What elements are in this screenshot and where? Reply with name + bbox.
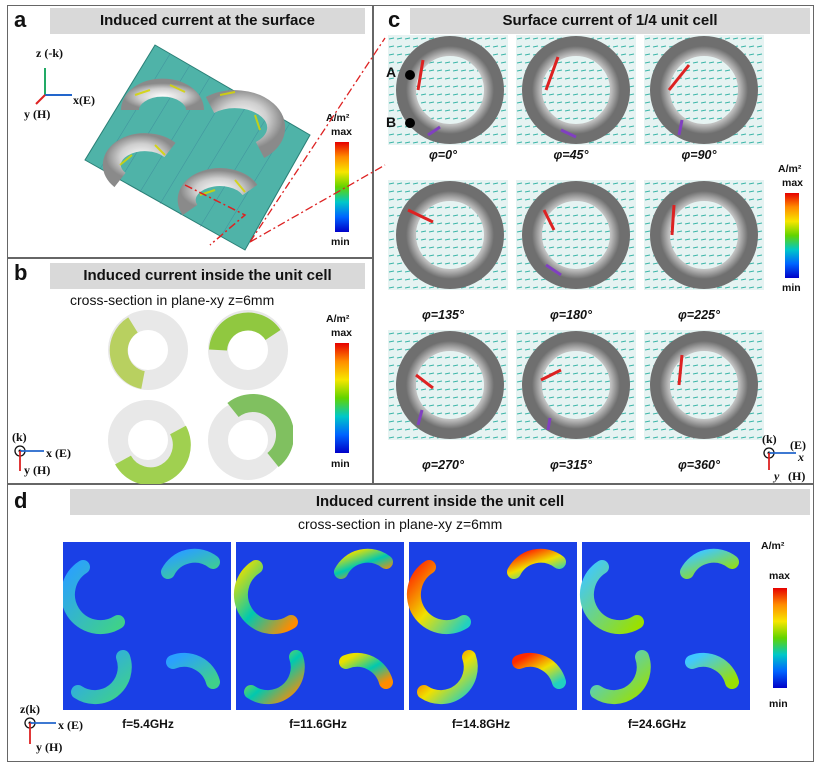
panel-a-cbar-min: min — [331, 236, 350, 248]
panel-a-title: Induced current at the surface — [50, 8, 365, 34]
panel-b-cbar-unit: A/m² — [326, 313, 350, 325]
freq-label-5-4ghz: f=5.4GHz — [122, 717, 174, 731]
panel-d-label: d — [14, 488, 28, 513]
panel-b-cbar-min: min — [331, 458, 350, 470]
ring-tile-phi-0 — [388, 35, 508, 145]
freq-label-14-8ghz: f=14.8GHz — [451, 717, 511, 731]
panel-b-axis-k: (k) — [12, 430, 27, 444]
ring-tile-phi-180 — [516, 180, 636, 290]
ring-tile-phi-90 — [644, 35, 764, 145]
ring-tile-phi-270 — [388, 330, 508, 440]
ring-tile-phi-45 — [516, 35, 636, 145]
current-vectors — [119, 84, 261, 196]
panel-b-colorbar — [335, 343, 349, 453]
phase-label-180: φ=180° — [550, 308, 592, 322]
panel-a-surface-figure — [84, 44, 311, 251]
ring-section-tr — [209, 312, 281, 352]
phase-label-45: φ=45° — [553, 148, 589, 162]
ring-tile-phi-135 — [388, 180, 508, 290]
field-map-11-6ghz — [233, 542, 404, 710]
panel-c-cbar-max: max — [782, 177, 804, 189]
panel-c-ring-grid — [388, 35, 764, 440]
panel-d-axis-z: z(k) — [20, 702, 40, 716]
panel-c-cbar-min: min — [782, 282, 801, 294]
panel-c-axis-k: (k) — [762, 432, 777, 446]
panel-a-cbar-unit: A/m² — [326, 112, 350, 124]
panel-c-axis-x: x — [798, 450, 804, 464]
panel-b-title: Induced current inside the unit cell — [50, 263, 365, 289]
phase-label-225: φ=225° — [678, 308, 720, 322]
panel-a-label: a — [14, 7, 27, 32]
panel-d-cbar-unit: A/m² — [761, 540, 785, 552]
panel-c-title: Surface current of 1/4 unit cell — [410, 8, 810, 34]
panel-a-axis-y: y (H) — [24, 107, 51, 121]
panel-d-title: Induced current inside the unit cell — [70, 489, 810, 515]
panel-b-axis-x: x (E) — [46, 446, 71, 460]
panel-a-axis-x: x(E) — [73, 93, 95, 107]
phase-label-315: φ=315° — [550, 458, 592, 472]
ring-section-tl — [109, 317, 146, 389]
panel-a-cbar-max: max — [331, 126, 353, 138]
phase-label-135: φ=135° — [422, 308, 464, 322]
freq-label-24-6ghz: f=24.6GHz — [627, 717, 687, 731]
field-map-14-8ghz — [406, 542, 577, 710]
panel-c-axis-e: (E) — [790, 438, 806, 452]
field-map-5-4ghz — [63, 542, 231, 710]
phase-label-270: φ=270° — [422, 458, 464, 472]
panel-b-axes-icon — [14, 445, 44, 471]
field-map-24-6ghz — [579, 542, 750, 710]
panel-b-cross-section-figure — [108, 310, 293, 485]
panel-d-cbar-max: max — [769, 570, 791, 582]
phase-label-0: φ=0° — [428, 148, 458, 162]
ring-tile-phi-315 — [516, 330, 636, 440]
point-b-label: B — [386, 114, 397, 130]
ring-section-br — [227, 394, 293, 468]
panel-b-axis-y: y (H) — [24, 463, 51, 477]
panel-c-zoom-lines — [250, 37, 386, 243]
panel-a-colorbar — [335, 142, 349, 232]
panel-b-label: b — [14, 260, 28, 285]
phase-label-90: φ=90° — [681, 148, 717, 162]
panel-b-cbar-max: max — [331, 327, 353, 339]
ring-tile-phi-225 — [644, 180, 764, 290]
panel-c-label: c — [388, 7, 401, 32]
panel-d-cbar-min: min — [769, 698, 788, 710]
panel-c-axis-h: (H) — [788, 469, 806, 483]
freq-label-11-6ghz: f=11.6GHz — [289, 717, 347, 731]
panel-d-axis-x: x (E) — [58, 718, 83, 732]
panel-c-colorbar — [785, 193, 799, 278]
ring-section-bl — [115, 425, 191, 485]
panel-d-subtitle: cross-section in plane-xy z=6mm — [298, 516, 503, 532]
panel-c-axes-icon — [763, 447, 796, 470]
panel-c-cbar-unit: A/m² — [778, 163, 802, 175]
panel-d-colorbar — [773, 588, 787, 688]
split-ring-resonators — [102, 78, 286, 216]
ring-tile-phi-360 — [644, 330, 764, 440]
panel-b-subtitle: cross-section in plane-xy z=6mm — [70, 292, 275, 308]
point-a-label: A — [386, 64, 397, 80]
phase-label-360: φ=360° — [678, 458, 720, 472]
panel-d-field-maps — [63, 542, 750, 710]
panel-d-axes-icon — [24, 717, 56, 744]
panel-a-axes-icon — [35, 68, 72, 105]
panel-a-axis-z: z (-k) — [36, 46, 63, 60]
panel-c-axis-y: y — [774, 469, 780, 483]
panel-d-axis-y: y (H) — [36, 740, 63, 754]
